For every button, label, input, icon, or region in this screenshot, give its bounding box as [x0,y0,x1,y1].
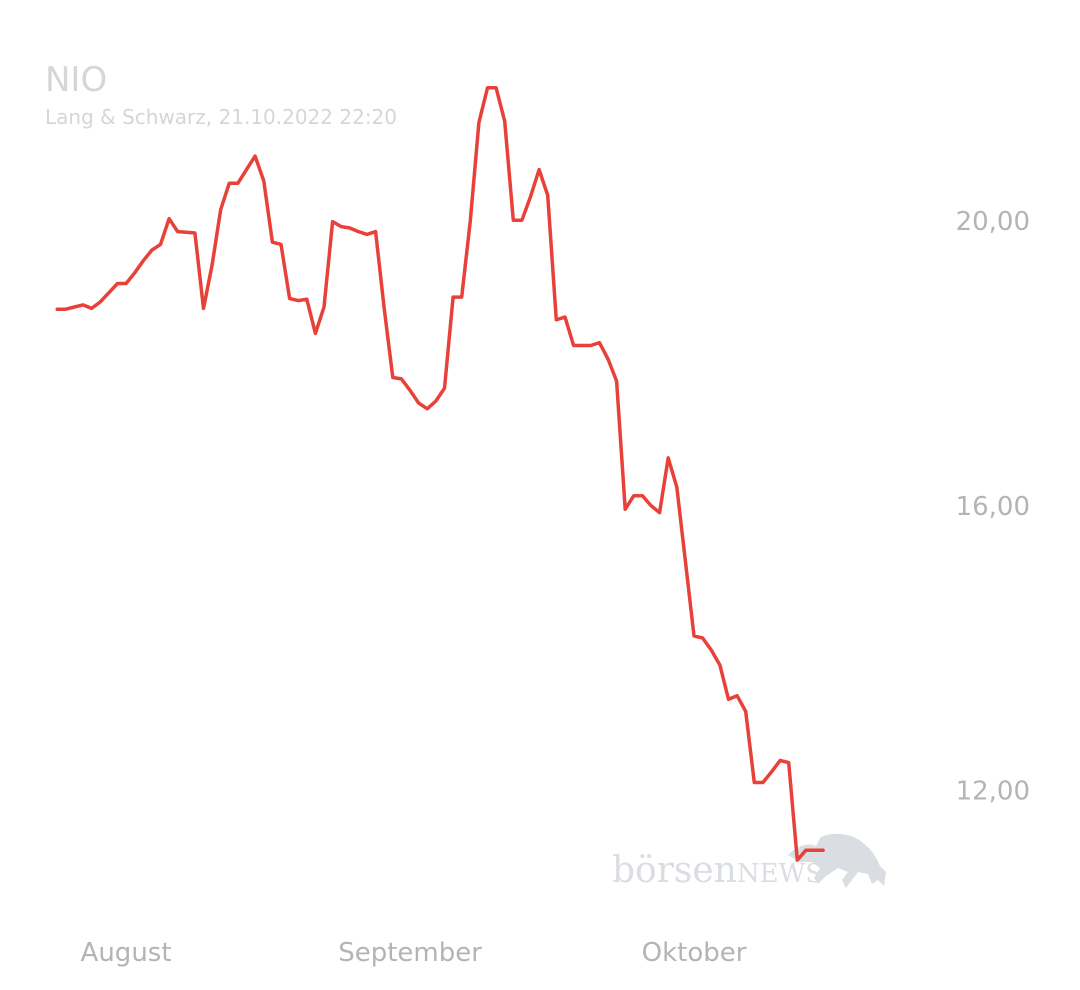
x-tick-label: August [81,938,172,968]
bull-icon [788,833,886,888]
x-tick-label: September [338,938,482,968]
price-series [55,86,825,862]
watermark-text: börsenNEWS [612,850,823,891]
y-tick-label: 16,00 [956,492,1030,522]
x-axis-labels: August September Oktober [81,938,747,968]
y-tick-label: 12,00 [956,777,1030,807]
series-line [55,86,825,862]
chart-subtitle: Lang & Schwarz, 21.10.2022 22:20 [45,105,397,129]
chart-title: NIO [45,60,107,100]
watermark: börsenNEWS [612,833,886,891]
y-axis-labels: 20,00 16,00 12,00 [956,207,1030,806]
watermark-news: NEWS [737,859,823,889]
watermark-boersen: börsen [612,850,737,891]
y-tick-label: 20,00 [956,207,1030,237]
x-tick-label: Oktober [642,938,747,968]
